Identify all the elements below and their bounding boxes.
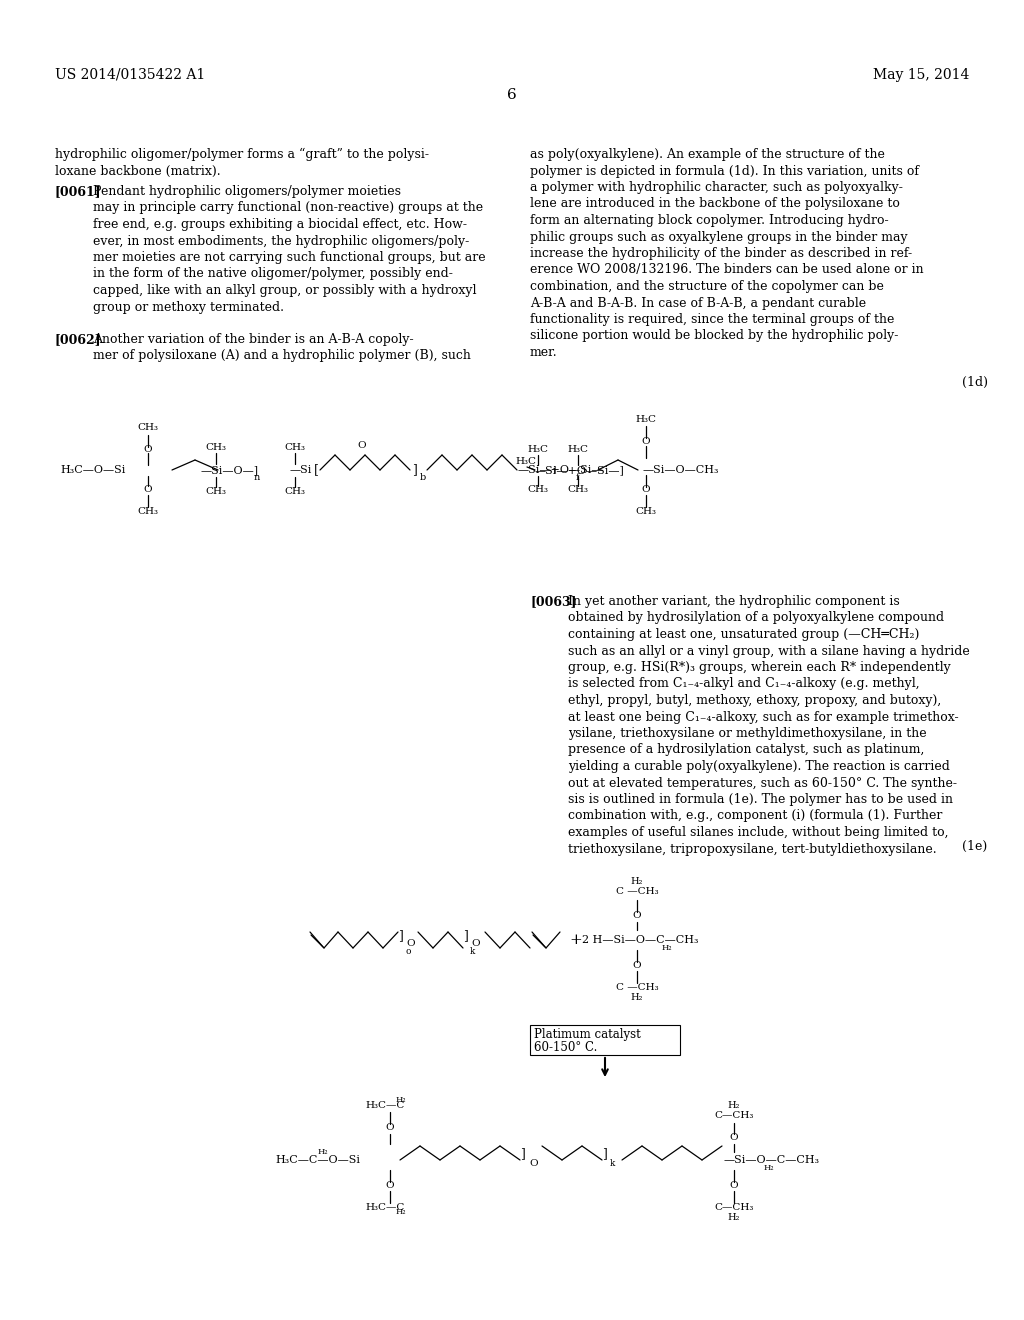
Text: b: b	[420, 474, 426, 483]
Text: as poly(oxyalkylene). An example of the structure of the
polymer is depicted in : as poly(oxyalkylene). An example of the …	[530, 148, 924, 359]
Text: H₃C—C—O—Si: H₃C—C—O—Si	[275, 1155, 360, 1166]
Text: US 2014/0135422 A1: US 2014/0135422 A1	[55, 69, 205, 82]
Text: C—CH₃: C—CH₃	[715, 1203, 754, 1212]
Text: O: O	[529, 1159, 538, 1168]
Text: Platimum catalyst: Platimum catalyst	[534, 1028, 641, 1041]
Text: CH₃: CH₃	[137, 507, 159, 516]
Text: CH₃: CH₃	[636, 507, 656, 516]
Text: In yet another variant, the hydrophilic component is
obtained by hydrosilylation: In yet another variant, the hydrophilic …	[568, 595, 970, 855]
Text: —Si—O—CH₃: —Si—O—CH₃	[643, 465, 720, 475]
Text: +: +	[569, 933, 583, 946]
Text: [0063]: [0063]	[530, 595, 577, 609]
Text: C —CH₃: C —CH₃	[615, 887, 658, 896]
Text: O: O	[386, 1181, 394, 1191]
Text: H₂: H₂	[396, 1208, 407, 1216]
Text: (1d): (1d)	[962, 376, 988, 389]
Text: f: f	[575, 474, 580, 483]
Text: H₃C: H₃C	[567, 446, 589, 454]
Text: C —CH₃: C —CH₃	[615, 982, 658, 991]
Text: O: O	[406, 940, 415, 949]
Text: O: O	[386, 1123, 394, 1133]
Text: [0061]: [0061]	[55, 185, 101, 198]
Text: ]: ]	[412, 463, 417, 477]
Text: —Si—O—]: —Si—O—]	[201, 465, 259, 475]
Text: CH₃: CH₃	[206, 487, 226, 496]
Text: CH₃: CH₃	[285, 444, 305, 453]
Text: O: O	[633, 961, 641, 970]
Text: CH₃: CH₃	[137, 424, 159, 433]
Text: —Si—O—C—CH₃: —Si—O—C—CH₃	[724, 1155, 820, 1166]
Text: H₃C—C: H₃C—C	[365, 1101, 404, 1110]
Text: o: o	[406, 948, 411, 957]
Text: ]: ]	[602, 1147, 607, 1160]
Text: k: k	[610, 1159, 615, 1168]
Text: H₂: H₂	[631, 993, 643, 1002]
Text: [0062]: [0062]	[55, 333, 101, 346]
Text: O: O	[642, 486, 650, 495]
Text: CH₃: CH₃	[206, 444, 226, 453]
Text: n: n	[254, 474, 260, 483]
Text: H₃C—O—Si: H₃C—O—Si	[60, 465, 125, 475]
Text: O: O	[143, 486, 153, 495]
Text: ]: ]	[520, 1147, 525, 1160]
Text: CH₃: CH₃	[527, 486, 549, 495]
Text: O: O	[642, 437, 650, 446]
Text: O: O	[143, 445, 153, 454]
Text: O: O	[730, 1134, 738, 1143]
Text: O: O	[357, 441, 367, 450]
Text: H₂: H₂	[631, 878, 643, 887]
Text: H₂: H₂	[318, 1148, 329, 1156]
Text: H₃C—C: H₃C—C	[365, 1203, 404, 1212]
Text: 60-150° C.: 60-150° C.	[534, 1041, 597, 1053]
Text: H₂: H₂	[662, 944, 673, 952]
Text: —Si—+O—Si—: —Si—+O—Si—	[518, 465, 603, 475]
Text: 2 H—Si—O—C—CH₃: 2 H—Si—O—C—CH₃	[582, 935, 698, 945]
Text: 6: 6	[507, 88, 517, 102]
Text: Another variation of the binder is an A-B-A copoly-
mer of polysiloxane (A) and : Another variation of the binder is an A-…	[93, 333, 471, 363]
Bar	[530, 1026, 680, 1055]
Text: —Si—+O—Si—]: —Si—+O—Si—]	[535, 465, 625, 475]
Text: —Si: —Si	[290, 465, 312, 475]
Text: C—CH₃: C—CH₃	[715, 1110, 754, 1119]
Text: O: O	[633, 912, 641, 920]
Text: k: k	[470, 948, 475, 957]
Text: H₂: H₂	[764, 1164, 774, 1172]
Text: (1e): (1e)	[962, 840, 987, 853]
Text: hydrophilic oligomer/polymer forms a “graft” to the polysi-
loxane backbone (mat: hydrophilic oligomer/polymer forms a “gr…	[55, 148, 429, 178]
Text: Pendant hydrophilic oligomers/polymer moieties
may in principle carry functional: Pendant hydrophilic oligomers/polymer mo…	[93, 185, 485, 314]
Text: H₂: H₂	[396, 1096, 407, 1104]
Text: ]: ]	[398, 929, 402, 942]
Text: H₃C: H₃C	[636, 416, 656, 425]
Text: H₃C: H₃C	[515, 458, 536, 466]
Text: O: O	[471, 940, 479, 949]
Text: May 15, 2014: May 15, 2014	[872, 69, 969, 82]
Text: CH₃: CH₃	[567, 486, 589, 495]
Text: H₃C: H₃C	[527, 446, 549, 454]
Text: H₂: H₂	[728, 1101, 740, 1110]
Text: H₂: H₂	[728, 1213, 740, 1221]
Text: [: [	[314, 463, 318, 477]
Text: CH₃: CH₃	[285, 487, 305, 496]
Text: O: O	[730, 1181, 738, 1191]
Text: ]: ]	[463, 929, 468, 942]
